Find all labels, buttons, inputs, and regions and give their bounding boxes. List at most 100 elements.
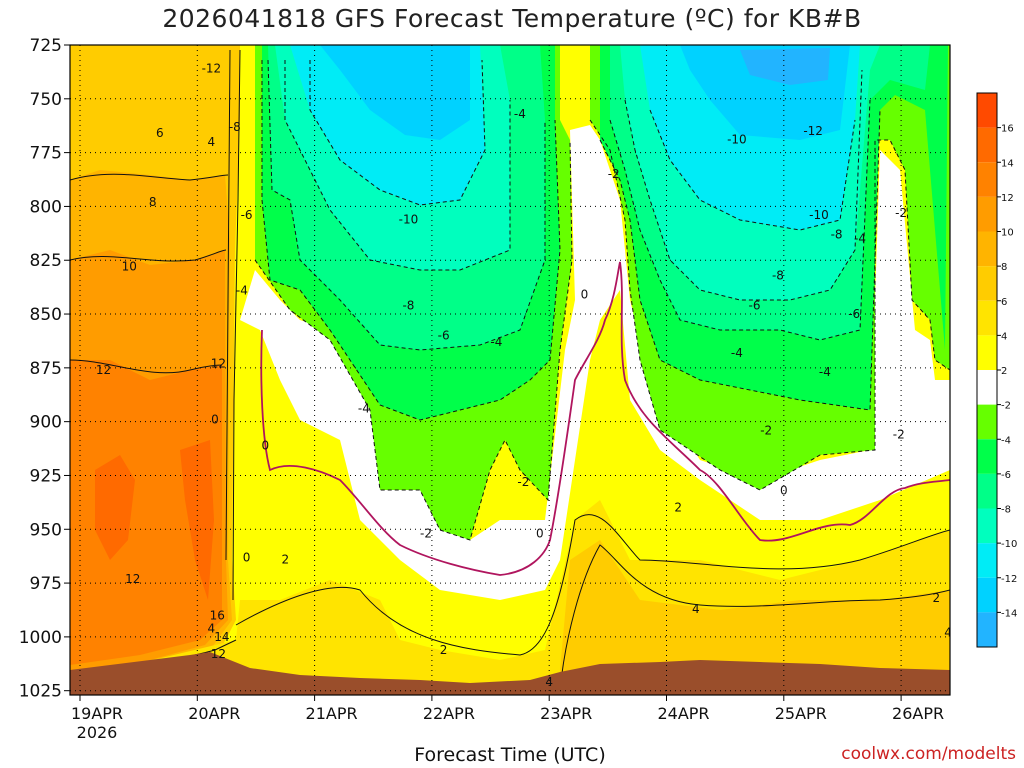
contour-label: -4 — [854, 232, 866, 246]
contour-label-text: -8 — [229, 120, 241, 134]
contour-label: -4 — [731, 346, 743, 360]
contour-dashed-1 — [261, 60, 561, 421]
x-tick-label: 21APR — [306, 704, 358, 723]
contour-label: 0 — [947, 517, 960, 532]
colorbar-label: -4 — [1001, 435, 1011, 446]
contour-label: -4 — [236, 283, 248, 297]
contour-label: 2 — [674, 501, 682, 515]
contour-dashed-8 — [624, 69, 863, 301]
contour-label: -6 — [748, 298, 760, 312]
contour-label-text: 2 — [932, 591, 940, 605]
colorbar-label: 2 — [1001, 366, 1007, 377]
contour-warm-5 — [235, 514, 950, 656]
band-neg12 — [320, 45, 850, 140]
contour-label: -8 — [831, 227, 843, 241]
contour-label: 2 — [281, 552, 289, 566]
contour-warm-2 — [70, 249, 227, 262]
x-tick-label: 20APR — [188, 704, 240, 723]
contour-label: 8 — [149, 195, 157, 209]
contour-dashed-5 — [254, 139, 573, 541]
contour-label-text: -2 — [760, 423, 772, 437]
colorbar-label: -8 — [1001, 505, 1011, 516]
contour-label: -10 — [399, 212, 419, 226]
y-tick-label: 750 — [30, 90, 62, 110]
terrain — [70, 652, 950, 695]
contour-label-text: -6 — [241, 208, 253, 222]
colorbar-swatch — [977, 162, 997, 197]
y-tick-label: 1025 — [19, 682, 62, 702]
contour-label-text: -10 — [727, 133, 747, 147]
contour-label: 4 — [545, 675, 553, 689]
x-tick-label: 19APR — [71, 704, 123, 723]
contour-label: -10 — [809, 208, 829, 222]
contour-label-text: 0 — [780, 484, 788, 498]
colorbar-label: -2 — [1001, 401, 1011, 412]
contour-label: 12 — [211, 357, 226, 371]
contour-label-text: 0 — [536, 527, 544, 541]
contour-label-text: -2 — [893, 428, 905, 442]
contour-label: 0 — [780, 484, 788, 498]
contour-label-text: 12 — [211, 647, 226, 661]
colorbar-swatch — [977, 266, 997, 301]
contour-warm-7 — [232, 49, 241, 601]
contour-label: -12 — [202, 62, 222, 76]
contour-label-text: 10 — [122, 260, 137, 274]
contour-dashed-7 — [609, 99, 871, 341]
colorbar-label: -14 — [1001, 608, 1017, 619]
colorbar-swatch — [977, 404, 997, 440]
contour-label: -4 — [490, 335, 502, 349]
contour-label: -4 — [819, 365, 831, 379]
contour-label-text: 14 — [214, 630, 229, 644]
contour-label-text: -6 — [748, 298, 760, 312]
colorbar-swatch — [977, 370, 997, 405]
zero-isotherm — [260, 261, 950, 576]
x-tick-label: 24APR — [657, 704, 709, 723]
y-axis: 725 750 775 800 825 850 875 900 925 950 975 1000 102… — [19, 36, 70, 702]
contour-label: -4 — [358, 402, 370, 416]
contour-label-text: -4 — [854, 232, 866, 246]
contour-lines — [70, 49, 950, 691]
contour-label: -6 — [241, 208, 253, 222]
colorbar-swatch — [977, 577, 997, 613]
colorbar-label: -12 — [1001, 574, 1017, 585]
contour-label: -8 — [772, 268, 784, 282]
contour-label-text: -2 — [517, 475, 529, 489]
contour-label: -2 — [895, 206, 907, 220]
contour-label-text: -2 — [420, 527, 432, 541]
contour-label-text: -10 — [399, 212, 419, 226]
band-neg14 — [740, 48, 830, 85]
y-tick-label: 850 — [30, 305, 62, 325]
contour-label-text: -12 — [803, 124, 823, 138]
y-tick-label: 925 — [30, 466, 62, 486]
contour-label-text: -6 — [848, 307, 860, 321]
contour-label-text: 16 — [210, 608, 225, 622]
contour-warm-8 — [225, 49, 231, 561]
contour-warm-3 — [70, 359, 223, 374]
contour-label: -2 — [893, 428, 905, 442]
y-tick-label: 725 — [30, 36, 62, 56]
contour-warm-1 — [70, 173, 229, 181]
contour-label: 0 — [211, 413, 219, 427]
contour-label: 0 — [262, 438, 270, 452]
colorbar-swatch — [977, 93, 997, 128]
x-tick-sublabel: 2026 — [77, 723, 118, 742]
band-4-6-low — [560, 540, 950, 690]
contour-dashed-6 — [599, 109, 881, 411]
contour-label: 0 — [243, 550, 251, 564]
y-tick-label: 1000 — [19, 628, 62, 648]
y-tick-label: 825 — [30, 251, 62, 271]
contour-label-text: -4 — [490, 335, 502, 349]
contour-label-text: -6 — [438, 329, 450, 343]
contour-label: 2 — [932, 591, 940, 605]
contour-label: -6 — [438, 329, 450, 343]
contour-dashed-10 — [589, 119, 950, 491]
colorbar-label: 14 — [1001, 158, 1014, 169]
contour-label-text: 2 — [674, 501, 682, 515]
contour-label: -4 — [514, 107, 526, 121]
x-tick-label: 22APR — [423, 704, 475, 723]
contour-label-text: 0 — [262, 438, 270, 452]
colorbar-swatch — [977, 300, 997, 336]
contour-label-text: -2 — [895, 206, 907, 220]
contour-dashed — [254, 59, 950, 541]
